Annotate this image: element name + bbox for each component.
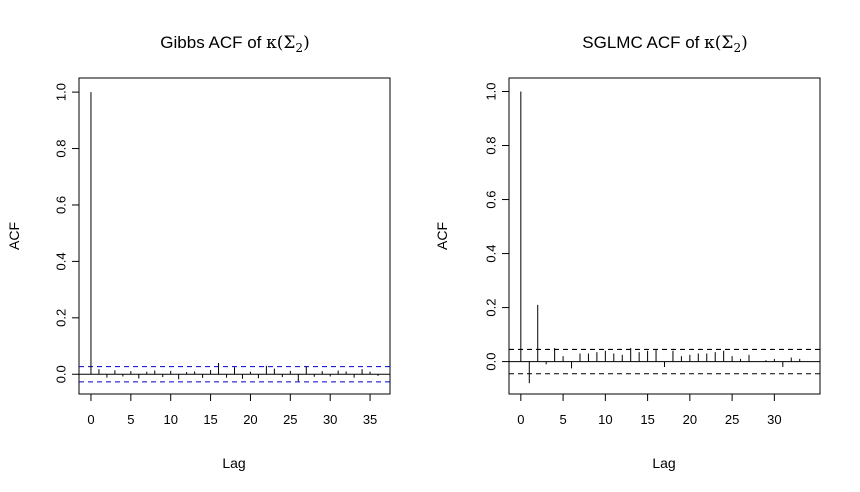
gibbs-y-axis-label: ACF <box>6 222 22 250</box>
sglmc-y-tick-label: 1.0 <box>484 82 499 100</box>
sglmc-x-tick-label: 30 <box>767 412 781 427</box>
sglmc-acf-title: SGLMC ACF of κ(Σ2) <box>582 33 747 55</box>
sglmc-x-tick-label: 5 <box>559 412 566 427</box>
gibbs-x-tick-label: 10 <box>163 412 177 427</box>
sglmc-x-tick-label: 25 <box>725 412 739 427</box>
sglmc-y-axis-label: ACF <box>434 222 450 250</box>
gibbs-x-tick-label: 15 <box>203 412 217 427</box>
gibbs-acf-title: Gibbs ACF of κ(Σ2) <box>160 33 309 55</box>
gibbs-x-tick-label: 5 <box>127 412 134 427</box>
sglmc-x-axis-label: Lag <box>652 455 675 471</box>
gibbs-y-tick-label: 0.6 <box>54 196 69 214</box>
gibbs-acf-panel: Gibbs ACF of κ(Σ2) 0 5 10 15 20 25 30 350.00.20… <box>6 33 391 471</box>
gibbs-y-tick-label: 1.0 <box>54 83 69 101</box>
sglmc-y-tick-label: 0.8 <box>484 136 499 154</box>
sglmc-y-tick-label: 0.2 <box>484 299 499 317</box>
sglmc-x-tick-label: 10 <box>598 412 612 427</box>
gibbs-y-tick-label: 0.8 <box>54 139 69 157</box>
gibbs-y-tick-label: 0.4 <box>54 252 69 270</box>
gibbs-x-tick-label: 20 <box>243 412 257 427</box>
sglmc-y-tick-label: 0.6 <box>484 190 499 208</box>
sglmc-x-tick-label: 15 <box>640 412 654 427</box>
sglmc-x-tick-label: 0 <box>517 412 524 427</box>
sglmc-plot-frame <box>508 77 821 395</box>
sglmc-y-tick-label: 0.4 <box>484 245 499 263</box>
gibbs-plot-frame <box>78 77 391 395</box>
gibbs-x-tick-label: 35 <box>363 412 377 427</box>
gibbs-x-axis-label: Lag <box>222 455 245 471</box>
sglmc-x-tick-label: 20 <box>683 412 697 427</box>
gibbs-y-tick-label: 0.2 <box>54 309 69 327</box>
gibbs-x-tick-label: 25 <box>283 412 297 427</box>
gibbs-y-tick-label: 0.0 <box>54 365 69 383</box>
sglmc-acf-marks: 0 5 10 15 20 25 30 0.0 0.2 0.4 0.6 0.8 1.0 <box>484 82 820 427</box>
sglmc-y-tick-label: 0.0 <box>484 353 499 371</box>
sglmc-acf-panel: SGLMC ACF of κ(Σ2) 0 5 10 15 20 25 30 0.0 0.2 0.4… <box>434 33 821 471</box>
gibbs-acf-marks: 0 5 10 15 20 25 30 35 0.0 0.2 0.4 0.6 0.8 1.0 <box>54 83 390 427</box>
gibbs-x-tick-label: 0 <box>87 412 94 427</box>
gibbs-x-tick-label: 30 <box>323 412 337 427</box>
